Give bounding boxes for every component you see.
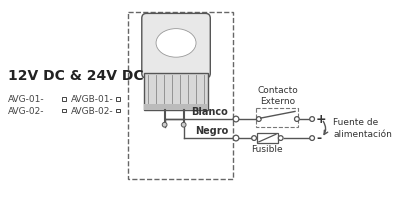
Text: Blanco: Blanco: [192, 107, 228, 117]
Text: AVGB-01-: AVGB-01-: [71, 96, 114, 104]
Ellipse shape: [162, 122, 167, 127]
Bar: [116, 109, 120, 112]
Bar: [116, 97, 120, 101]
Text: AVG-02-: AVG-02-: [8, 107, 44, 116]
Circle shape: [294, 117, 299, 121]
Bar: [62, 109, 66, 112]
Bar: [257, 133, 278, 143]
Text: -: -: [316, 132, 321, 145]
Circle shape: [310, 117, 314, 121]
Text: AVG-01-: AVG-01-: [8, 96, 44, 104]
Circle shape: [278, 136, 283, 140]
Text: Contacto
Externo: Contacto Externo: [258, 86, 298, 106]
Circle shape: [233, 135, 239, 141]
Circle shape: [256, 117, 261, 121]
Text: Fusible: Fusible: [252, 145, 283, 154]
Bar: [144, 104, 208, 110]
Bar: [256, 108, 298, 127]
FancyArrowPatch shape: [323, 121, 328, 134]
Bar: [144, 73, 208, 110]
Text: Negro: Negro: [195, 126, 228, 136]
Circle shape: [252, 136, 256, 140]
FancyBboxPatch shape: [142, 13, 210, 78]
Text: Fuente de
alimentación: Fuente de alimentación: [333, 118, 392, 139]
Ellipse shape: [181, 122, 186, 127]
Ellipse shape: [156, 29, 196, 57]
Text: AVGB-02-: AVGB-02-: [71, 107, 114, 116]
Circle shape: [310, 136, 314, 140]
Text: 12V DC & 24V DC: 12V DC & 24V DC: [8, 69, 143, 83]
Text: +: +: [316, 113, 326, 126]
Bar: [62, 97, 66, 101]
Bar: [128, 12, 233, 179]
Circle shape: [233, 116, 239, 122]
